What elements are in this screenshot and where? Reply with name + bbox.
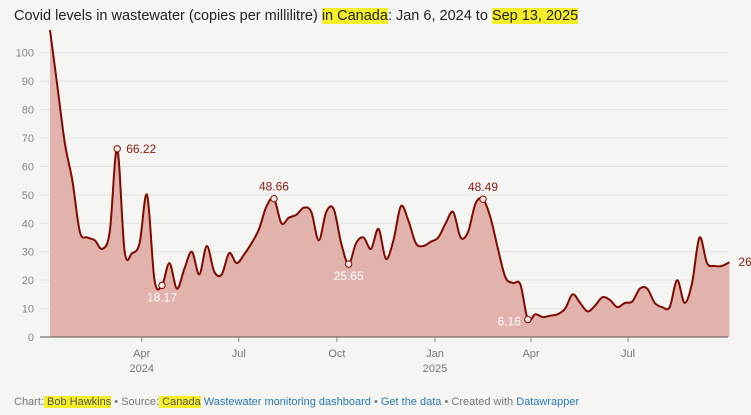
x-tick-label: Jan	[426, 348, 444, 360]
title-highlight-canada: in Canada	[321, 8, 388, 24]
x-tick-label: Apr	[522, 348, 539, 360]
footer: Chart: Bob Hawkins • Source: Canada Wast…	[14, 396, 579, 408]
get-data-link[interactable]: Get the data	[380, 396, 442, 408]
title-part-1: Covid levels in wastewater (copies per m…	[14, 8, 322, 24]
y-tick-label: 90	[22, 76, 34, 88]
footer-author: Bob Hawkins	[43, 396, 112, 408]
y-tick-label: 30	[22, 247, 34, 259]
y-tick-label: 70	[22, 133, 34, 145]
y-tick-label: 100	[16, 48, 34, 60]
x-tick-label: Jul	[232, 348, 246, 360]
title-part-2: : Jan 6, 2024 to	[387, 8, 492, 24]
y-tick-label: 60	[22, 161, 34, 173]
annotation-label: 48.66	[259, 180, 289, 194]
annotation-label: 18.17	[147, 290, 177, 304]
y-tick-label: 50	[22, 190, 34, 202]
y-tick-label: 10	[22, 304, 34, 316]
footer-source-highlight: Canada	[159, 396, 201, 408]
footer-chart-prefix: Chart:	[14, 396, 44, 408]
footer-created: • Created with	[441, 396, 517, 408]
chart-area: 0 10 20 30 40 50 60 70 80 90 100 Apr 2024 Jul Oct Jan 2…	[16, 29, 751, 375]
annotation-marker	[479, 195, 487, 203]
series-line	[49, 29, 730, 322]
x-tick-label: Apr	[133, 348, 150, 360]
title-highlight-date: Sep 13, 2025	[491, 8, 579, 24]
x-tick-year-label: 2024	[129, 363, 153, 375]
annotation-label: 48.49	[468, 180, 498, 194]
y-axis-ticks: 0 10 20 30 40 50 60 70 80 90 100	[16, 48, 34, 344]
annotation-marker	[270, 194, 278, 203]
datawrapper-link[interactable]: Datawrapper	[516, 396, 580, 408]
annotation-marker	[113, 145, 121, 153]
annotation-marker	[158, 281, 166, 290]
y-tick-label: 0	[28, 332, 34, 344]
x-tick-year-label: 2025	[423, 363, 447, 375]
footer-source-prefix: • Source:	[111, 396, 160, 408]
annotations: 66.22 18.17 48.66 25.65 48.49 6.16 26.30	[113, 142, 751, 328]
x-tick-label: Jul	[621, 348, 635, 360]
y-tick-label: 80	[22, 105, 34, 117]
annotation-label: 66.22	[126, 142, 156, 156]
y-tick-label: 40	[22, 218, 34, 230]
source-link[interactable]: Wastewater monitoring dashboard	[200, 396, 371, 408]
x-tick-label: Oct	[328, 348, 345, 360]
footer-separator: •	[370, 396, 381, 408]
series-area	[50, 30, 730, 337]
annotation-label: 6.16	[497, 314, 521, 328]
annotation-marker	[344, 260, 353, 268]
annotation-label: 26.30	[738, 255, 751, 269]
annotation-label: 25.65	[334, 269, 364, 283]
x-axis-ticks: Apr 2024 Jul Oct Jan 2025 Apr Jul	[129, 337, 635, 375]
chart-title: Covid levels in wastewater (copies per m…	[14, 8, 579, 24]
annotation-marker	[524, 315, 532, 324]
y-tick-label: 20	[22, 275, 34, 287]
